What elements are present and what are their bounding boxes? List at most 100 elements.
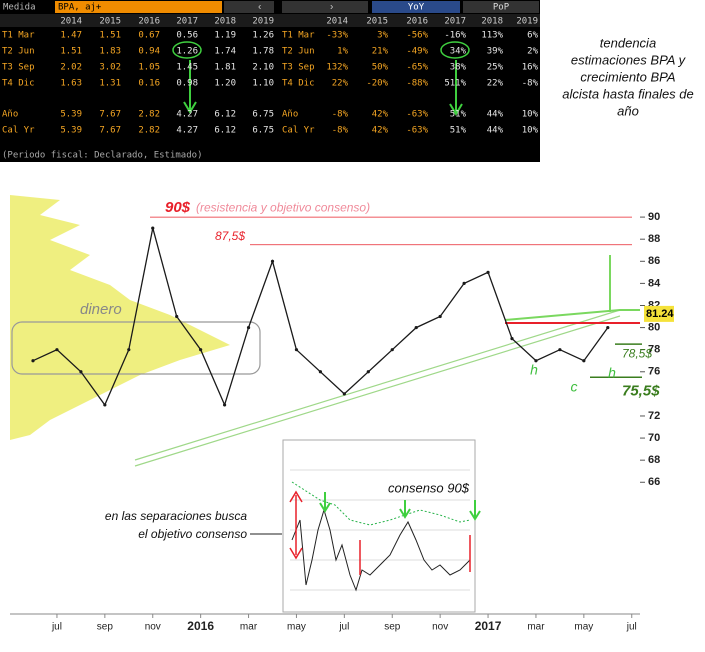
cell: 1% <box>337 47 348 57</box>
highlight-circle <box>440 41 470 59</box>
cell: 5.39 <box>60 126 82 136</box>
cell: 1.74 <box>214 47 236 57</box>
annotation: h <box>530 362 538 378</box>
level-note: (resistencia y objetivo consenso) <box>196 200 370 214</box>
x-tick-label: may <box>574 622 593 633</box>
cell: 113% <box>481 31 503 41</box>
row-label: T3 Sep <box>282 63 315 73</box>
cell: 3.02 <box>99 63 121 73</box>
price-point <box>294 348 299 352</box>
x-tick-label: mar <box>240 622 258 633</box>
year-label: 2018 <box>214 17 236 27</box>
year-label: 2016 <box>138 17 160 27</box>
cell: -56% <box>406 31 428 41</box>
inset-price <box>291 508 471 592</box>
price-point <box>270 259 275 263</box>
level-label: 78,5$ <box>622 346 652 360</box>
cell: 1.51 <box>60 47 82 57</box>
x-tick-label: sep <box>384 622 401 633</box>
cell: 0.94 <box>138 47 160 57</box>
y-tick-label: 68 <box>648 454 660 466</box>
volume-profile <box>10 195 230 440</box>
nav-arrow[interactable]: › <box>330 2 333 13</box>
cell: 5.39 <box>60 110 82 120</box>
highlight-circle <box>172 41 202 59</box>
cell: 4.27 <box>176 126 198 136</box>
price-point <box>366 370 370 374</box>
money-box <box>11 321 261 375</box>
cell: 22% <box>332 79 349 89</box>
price-point <box>342 392 346 396</box>
measure-box[interactable] <box>55 1 222 13</box>
price-point <box>31 359 35 363</box>
cell: -16% <box>444 31 466 41</box>
price-point <box>223 403 227 407</box>
yoy-label: YoY <box>408 3 425 13</box>
annotation: en las separaciones busca <box>105 509 247 523</box>
cell: 2.82 <box>138 110 160 120</box>
cell: 0.98 <box>176 79 198 89</box>
arrow <box>183 60 197 114</box>
price-point <box>151 226 155 230</box>
cell: 1.31 <box>99 79 121 89</box>
nav-box[interactable] <box>282 1 368 13</box>
year-label: 2019 <box>516 17 538 27</box>
year-label: 2018 <box>481 17 503 27</box>
x-tick-label: mar <box>527 622 545 633</box>
yoy-tab[interactable] <box>372 1 460 13</box>
y-tick-label: 72 <box>648 410 660 422</box>
cell: 42% <box>372 126 389 136</box>
cell: 22% <box>487 79 504 89</box>
price-point <box>127 348 131 352</box>
measure-label: BPA, aj+ <box>58 3 102 13</box>
cell: 2.10 <box>252 63 274 73</box>
row-label: T3 Sep <box>2 63 35 73</box>
price-point <box>414 325 418 330</box>
year-label: 2014 <box>326 17 348 27</box>
cell: 10% <box>522 126 539 136</box>
annotation: h <box>608 365 616 381</box>
last-price-box <box>644 305 674 322</box>
row-label: Cal Yr <box>2 126 35 136</box>
level-label: 90$ <box>165 199 191 216</box>
row-label: Cal Yr <box>282 126 315 136</box>
price-point <box>199 348 203 352</box>
cell: -20% <box>366 79 388 89</box>
field-label: Medida <box>3 3 36 13</box>
y-tick-label: 86 <box>648 255 660 267</box>
cell: 1.05 <box>138 63 160 73</box>
year-label: 2016 <box>406 17 428 27</box>
cell: 1.78 <box>252 47 274 57</box>
last-price-label: 81.24 <box>646 308 674 320</box>
trend-line <box>134 309 621 467</box>
price-point <box>486 270 490 274</box>
cell: -65% <box>406 63 428 73</box>
x-tick-label: 2017 <box>475 619 502 633</box>
row-label: T2 Jun <box>282 47 315 57</box>
pop-tab[interactable] <box>463 1 539 13</box>
x-tick-label: may <box>287 622 306 633</box>
inset-arrow <box>319 492 481 521</box>
cell: 2.02 <box>60 63 82 73</box>
x-tick-label: sep <box>97 622 114 633</box>
cell: 4.27 <box>176 110 198 120</box>
cell: 6.12 <box>214 126 236 136</box>
price-point <box>318 370 322 374</box>
x-tick-label: 2016 <box>187 619 214 633</box>
cell: 7.67 <box>99 126 121 136</box>
nav-arrow[interactable]: ‹ <box>258 2 261 13</box>
price-point <box>582 359 586 363</box>
note-line: año <box>617 103 639 118</box>
price-point <box>606 325 610 330</box>
cell: -88% <box>406 79 428 89</box>
nav-box[interactable] <box>224 1 274 13</box>
x-tick-label: jul <box>626 622 637 633</box>
price-point <box>55 348 59 352</box>
cell: -63% <box>406 126 428 136</box>
row-label: T1 Mar <box>2 31 35 41</box>
annotation: el objetivo consenso <box>138 527 247 541</box>
year-label: 2015 <box>99 17 121 27</box>
row-label: T2 Jun <box>2 47 35 57</box>
cell: 2% <box>527 47 538 57</box>
cell: 44% <box>487 126 504 136</box>
